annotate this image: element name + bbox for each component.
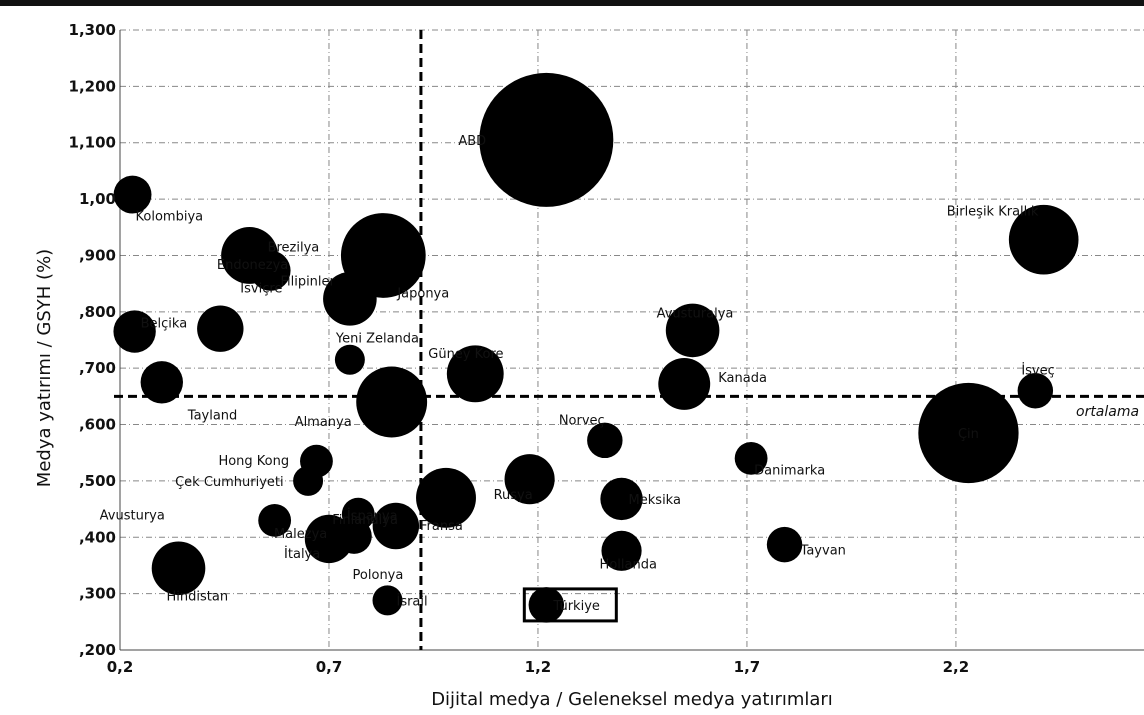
bubble	[766, 526, 803, 563]
tick-labels: 1,300 1,200 1,100 1,00 ,900 ,800 ,700 ,600 ,500,…	[69, 21, 970, 676]
point-label: Tayland	[187, 408, 238, 423]
bubble	[1017, 373, 1054, 409]
bubble	[734, 441, 768, 475]
bubble	[372, 585, 403, 616]
point-label: Kanada	[718, 371, 767, 386]
bubble	[258, 503, 292, 537]
bubble	[446, 345, 504, 403]
point-label: Türkiye	[552, 599, 600, 614]
bubble	[293, 465, 324, 496]
point-label: Çin	[958, 427, 979, 442]
y-tick-label: 1,100	[69, 134, 116, 152]
point-label: Hindistan	[167, 589, 229, 604]
bubble	[250, 250, 291, 291]
average-label: ortalama	[1076, 404, 1139, 420]
bubble	[416, 467, 476, 528]
bubble	[341, 497, 375, 531]
bubble	[334, 344, 365, 375]
y-tick-label: ,600	[79, 416, 116, 434]
point-label: İsviçre	[240, 281, 282, 297]
y-tick-label: 1,200	[69, 77, 116, 95]
bubble	[197, 305, 244, 352]
y-tick-label: ,800	[79, 303, 116, 321]
point-label: İspanya	[347, 508, 398, 524]
point-label: Almanya	[295, 415, 352, 430]
point-label: Tayvan	[800, 544, 846, 559]
point-label: Çek Cumhuriyeti	[175, 475, 284, 490]
bubble	[140, 361, 183, 404]
top-border-bar	[0, 0, 1144, 6]
point-label: İsrail	[396, 593, 427, 609]
bubble	[665, 303, 720, 358]
x-tick-label: 0,2	[107, 658, 134, 676]
y-axis-label: Medya yatırımı / GSYH (%)	[34, 249, 55, 487]
point-labels: ABD Çin Japonya Almanya Birleşik Krallık Fran…	[100, 134, 1055, 623]
point-label: Polonya	[353, 568, 404, 583]
bubble	[918, 382, 1019, 484]
point-label: Birleşik Krallık	[947, 205, 1039, 220]
x-tick-label: 1,7	[734, 658, 761, 676]
point-label: Hong Kong	[218, 454, 289, 469]
bubble	[151, 541, 206, 596]
bubble	[600, 477, 643, 521]
point-label: Kolombiya	[136, 210, 204, 225]
bubble	[658, 358, 711, 410]
point-label: Fransa	[420, 519, 463, 534]
y-tick-label: 1,00	[79, 190, 116, 208]
bubble	[601, 530, 642, 571]
point-label: Danimarka	[754, 463, 825, 478]
bubble	[372, 502, 420, 550]
y-tick-label: ,500	[79, 472, 116, 490]
x-axis-label: Dijital medya / Geleneksel medya yatırım…	[431, 689, 833, 710]
bubble	[356, 366, 428, 438]
point-label: Norveç	[559, 413, 605, 428]
point-label: Güney Kore	[428, 347, 503, 362]
bubble	[1008, 204, 1079, 275]
point-label: Malezya	[274, 527, 327, 542]
bubbles	[113, 72, 1079, 623]
y-tick-label: ,700	[79, 359, 116, 377]
x-tick-label: 1,2	[525, 658, 552, 676]
point-label: İtalya	[284, 546, 320, 562]
point-label: Finlandiya	[332, 513, 398, 528]
point-label: Avusturalya	[657, 306, 734, 321]
bubble	[113, 310, 156, 353]
x-tick-label: 0,7	[316, 658, 343, 676]
y-tick-label: ,300	[79, 585, 116, 603]
point-label: Japonya	[396, 286, 449, 301]
highlight-box	[522, 587, 618, 623]
point-label: İsveç	[1021, 363, 1054, 379]
y-tick-label: ,400	[79, 528, 116, 546]
x-tick-label: 2,2	[943, 658, 970, 676]
point-label: Meksika	[629, 493, 681, 508]
bubble	[504, 454, 555, 505]
y-tick-label: 1,300	[69, 21, 116, 39]
point-label: Yeni Zelanda	[335, 332, 419, 347]
point-label: Brezilya	[268, 240, 320, 255]
point-label: Avusturya	[100, 508, 165, 523]
bubble	[587, 422, 623, 459]
bubble	[113, 175, 152, 214]
point-label: Belçika	[141, 317, 188, 332]
point-label: Rusya	[494, 488, 533, 503]
bubble	[323, 272, 377, 326]
point-label: ABD	[458, 134, 486, 149]
y-tick-label: ,900	[79, 246, 116, 264]
point-label: Endonezya	[217, 258, 288, 273]
point-label: Filipinler	[280, 275, 335, 290]
bubble	[479, 72, 614, 207]
bubble	[528, 587, 565, 623]
point-label: Hollanda	[600, 557, 657, 572]
y-tick-label: ,200	[79, 641, 116, 659]
